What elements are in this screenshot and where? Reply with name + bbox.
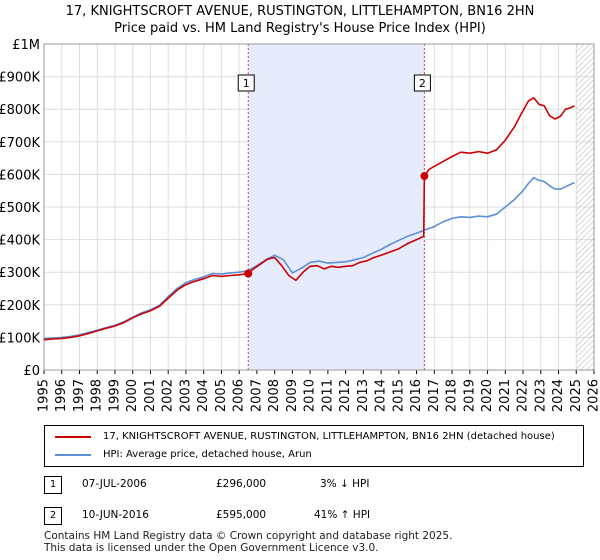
- x-tick-label: 2026: [587, 379, 600, 412]
- x-tick-label: 2005: [214, 379, 229, 412]
- x-tick-label: 2010: [303, 379, 318, 412]
- x-tick-label: 2013: [356, 379, 371, 412]
- x-tick-label: 2000: [125, 379, 140, 412]
- transaction-hpi: 3% ↓ HPI: [320, 478, 370, 490]
- x-tick-label: 2004: [196, 379, 211, 412]
- y-tick-label: £0: [23, 364, 40, 379]
- footer: Contains HM Land Registry data © Crown c…: [44, 530, 452, 554]
- y-tick-label: £700K: [0, 136, 40, 151]
- transaction-hpi: 41% ↑ HPI: [314, 509, 371, 521]
- x-tick-label: 2012: [338, 379, 353, 412]
- transaction-row: 1 07-JUL-2006 £296,000 3% ↓ HPI: [44, 476, 564, 494]
- legend-label-price: 17, KNIGHTSCROFT AVENUE, RUSTINGTON, LIT…: [103, 431, 555, 442]
- y-tick-label: £300K: [0, 266, 40, 281]
- plot-frame: [43, 43, 595, 371]
- y-tick-label: £200K: [0, 299, 40, 314]
- x-tick-label: 2009: [285, 379, 300, 412]
- x-tick-label: 2023: [533, 379, 548, 412]
- marker-badge: [413, 74, 431, 92]
- x-tick-label: 2006: [232, 379, 247, 412]
- legend-swatch-hpi: [55, 453, 91, 456]
- legend-label-hpi: HPI: Average price, detached house, Arun: [103, 449, 312, 460]
- y-tick-label: £100K: [0, 331, 40, 346]
- x-tick-label: 2003: [178, 379, 193, 412]
- y-tick-label: £900K: [0, 71, 40, 86]
- footer-line-1: Contains HM Land Registry data © Crown c…: [44, 530, 453, 542]
- x-tick-label: 2016: [409, 379, 424, 412]
- x-tick-label: 2001: [143, 379, 158, 412]
- x-tick-label: 2015: [391, 379, 406, 412]
- transaction-date: 10-JUN-2016: [82, 509, 149, 521]
- y-tick-label: £1M: [12, 38, 40, 53]
- transaction-row: 2 10-JUN-2016 £595,000 41% ↑ HPI: [44, 507, 564, 525]
- legend-item-hpi: HPI: Average price, detached house, Arun: [55, 449, 312, 460]
- x-tick-label: 2007: [249, 379, 264, 412]
- x-tick-label: 1996: [54, 379, 69, 412]
- chart-title: 17, KNIGHTSCROFT AVENUE, RUSTINGTON, LIT…: [65, 4, 535, 19]
- x-tick-label: 2011: [320, 379, 335, 412]
- legend-item-price: 17, KNIGHTSCROFT AVENUE, RUSTINGTON, LIT…: [55, 431, 555, 442]
- transaction-badge: 2: [44, 507, 62, 525]
- chart-subtitle: Price paid vs. HM Land Registry's House …: [114, 21, 486, 36]
- x-tick-label: 1995: [37, 379, 52, 412]
- x-tick-label: 2024: [551, 379, 566, 412]
- x-tick-label: 2008: [267, 379, 282, 412]
- marker-label: 1: [243, 77, 250, 90]
- x-tick-label: 2017: [427, 379, 442, 412]
- x-tick-label: 2025: [569, 379, 584, 412]
- transaction-price: £595,000: [216, 509, 267, 521]
- transaction-date: 07-JUL-2006: [82, 478, 147, 490]
- chart: £0 £100K £200K £300K £400K £500K £600K £700K £80…: [0, 38, 600, 412]
- x-tick-label: 2018: [445, 379, 460, 412]
- y-tick-label: £500K: [0, 201, 40, 216]
- transaction-badge: 1: [44, 476, 62, 494]
- footer-line-2: This data is licensed under the Open Gov…: [44, 542, 379, 554]
- transaction-price: £296,000: [216, 478, 267, 490]
- x-tick-label: 2019: [462, 379, 477, 412]
- price-paid-line: [43, 97, 575, 341]
- x-tick-label: 1997: [72, 379, 87, 412]
- legend-swatch-price: [55, 435, 91, 438]
- sale-point: [420, 172, 429, 181]
- y-tick-label: £800K: [0, 103, 40, 118]
- y-tick-label: £600K: [0, 168, 40, 183]
- x-tick-label: 1999: [107, 379, 122, 412]
- future-hatch: [576, 44, 594, 370]
- marker-badge: [237, 74, 255, 92]
- x-tick-label: 2022: [516, 379, 531, 412]
- marker-label: 2: [419, 77, 426, 90]
- x-tick-label: 2014: [374, 379, 389, 412]
- shaded-period: [248, 44, 425, 370]
- sale-point: [244, 269, 253, 278]
- legend: 17, KNIGHTSCROFT AVENUE, RUSTINGTON, LIT…: [44, 425, 584, 467]
- x-tick-label: 2002: [161, 379, 176, 412]
- x-tick-label: 2020: [480, 379, 495, 412]
- y-tick-label: £400K: [0, 234, 40, 249]
- x-tick-label: 2021: [498, 379, 513, 412]
- x-tick-label: 1998: [90, 379, 105, 412]
